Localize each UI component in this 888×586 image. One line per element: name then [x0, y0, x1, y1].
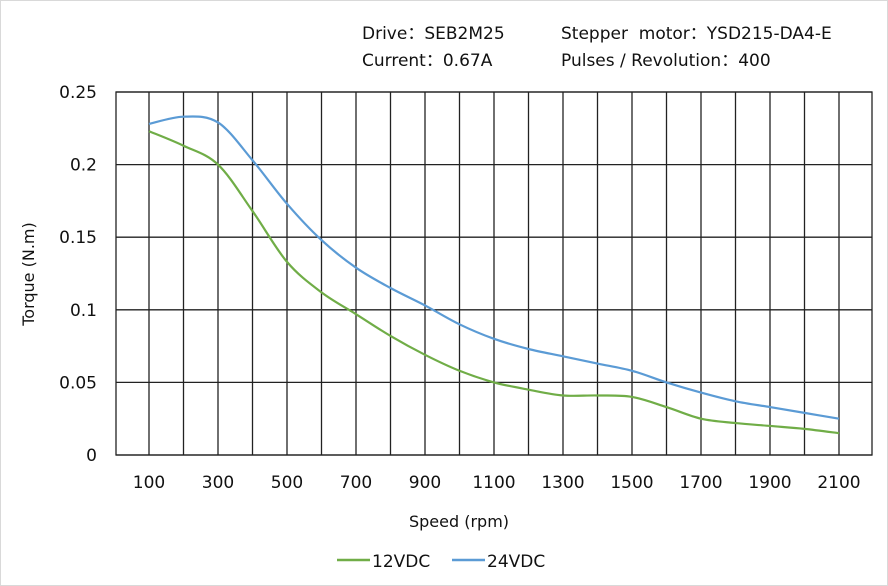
x-tick-label: 900: [409, 473, 441, 493]
x-tick-label: 100: [133, 473, 165, 493]
plot-border: [115, 91, 873, 456]
legend-label-24vdc: 24VDC: [487, 552, 545, 572]
pulses-info: Pulses / Revolution：400: [561, 51, 771, 71]
x-tick-label: 500: [271, 473, 303, 493]
y-tick-label: 0.1: [70, 301, 97, 321]
legend-label-12vdc: 12VDC: [372, 552, 430, 572]
series-line-24vdc: [148, 115, 840, 420]
series-line-12vdc: [148, 130, 840, 435]
x-tick-label: 1700: [679, 473, 722, 493]
motor-info: Stepper motor：YSD215-DA4-E: [561, 24, 832, 44]
y-tick-label: 0.25: [59, 83, 97, 103]
x-tick-label: 2100: [817, 473, 860, 493]
x-tick-label: 300: [202, 473, 234, 493]
y-tick-label: 0: [86, 446, 97, 466]
y-tick-label: 0.2: [70, 156, 97, 176]
current-info: Current：0.67A: [362, 51, 493, 71]
x-tick-label: 1300: [541, 473, 584, 493]
x-tick-label: 1500: [610, 473, 653, 493]
y-tick-label: 0.15: [59, 228, 97, 248]
y-axis-label: Torque (N.m): [19, 222, 38, 327]
drive-info: Drive：SEB2M25: [362, 24, 505, 44]
x-axis-label: Speed (rpm): [409, 512, 509, 531]
x-tick-label: 1100: [472, 473, 515, 493]
x-tick-label: 700: [340, 473, 372, 493]
x-tick-label: 1900: [748, 473, 791, 493]
y-tick-label: 0.05: [59, 373, 97, 393]
